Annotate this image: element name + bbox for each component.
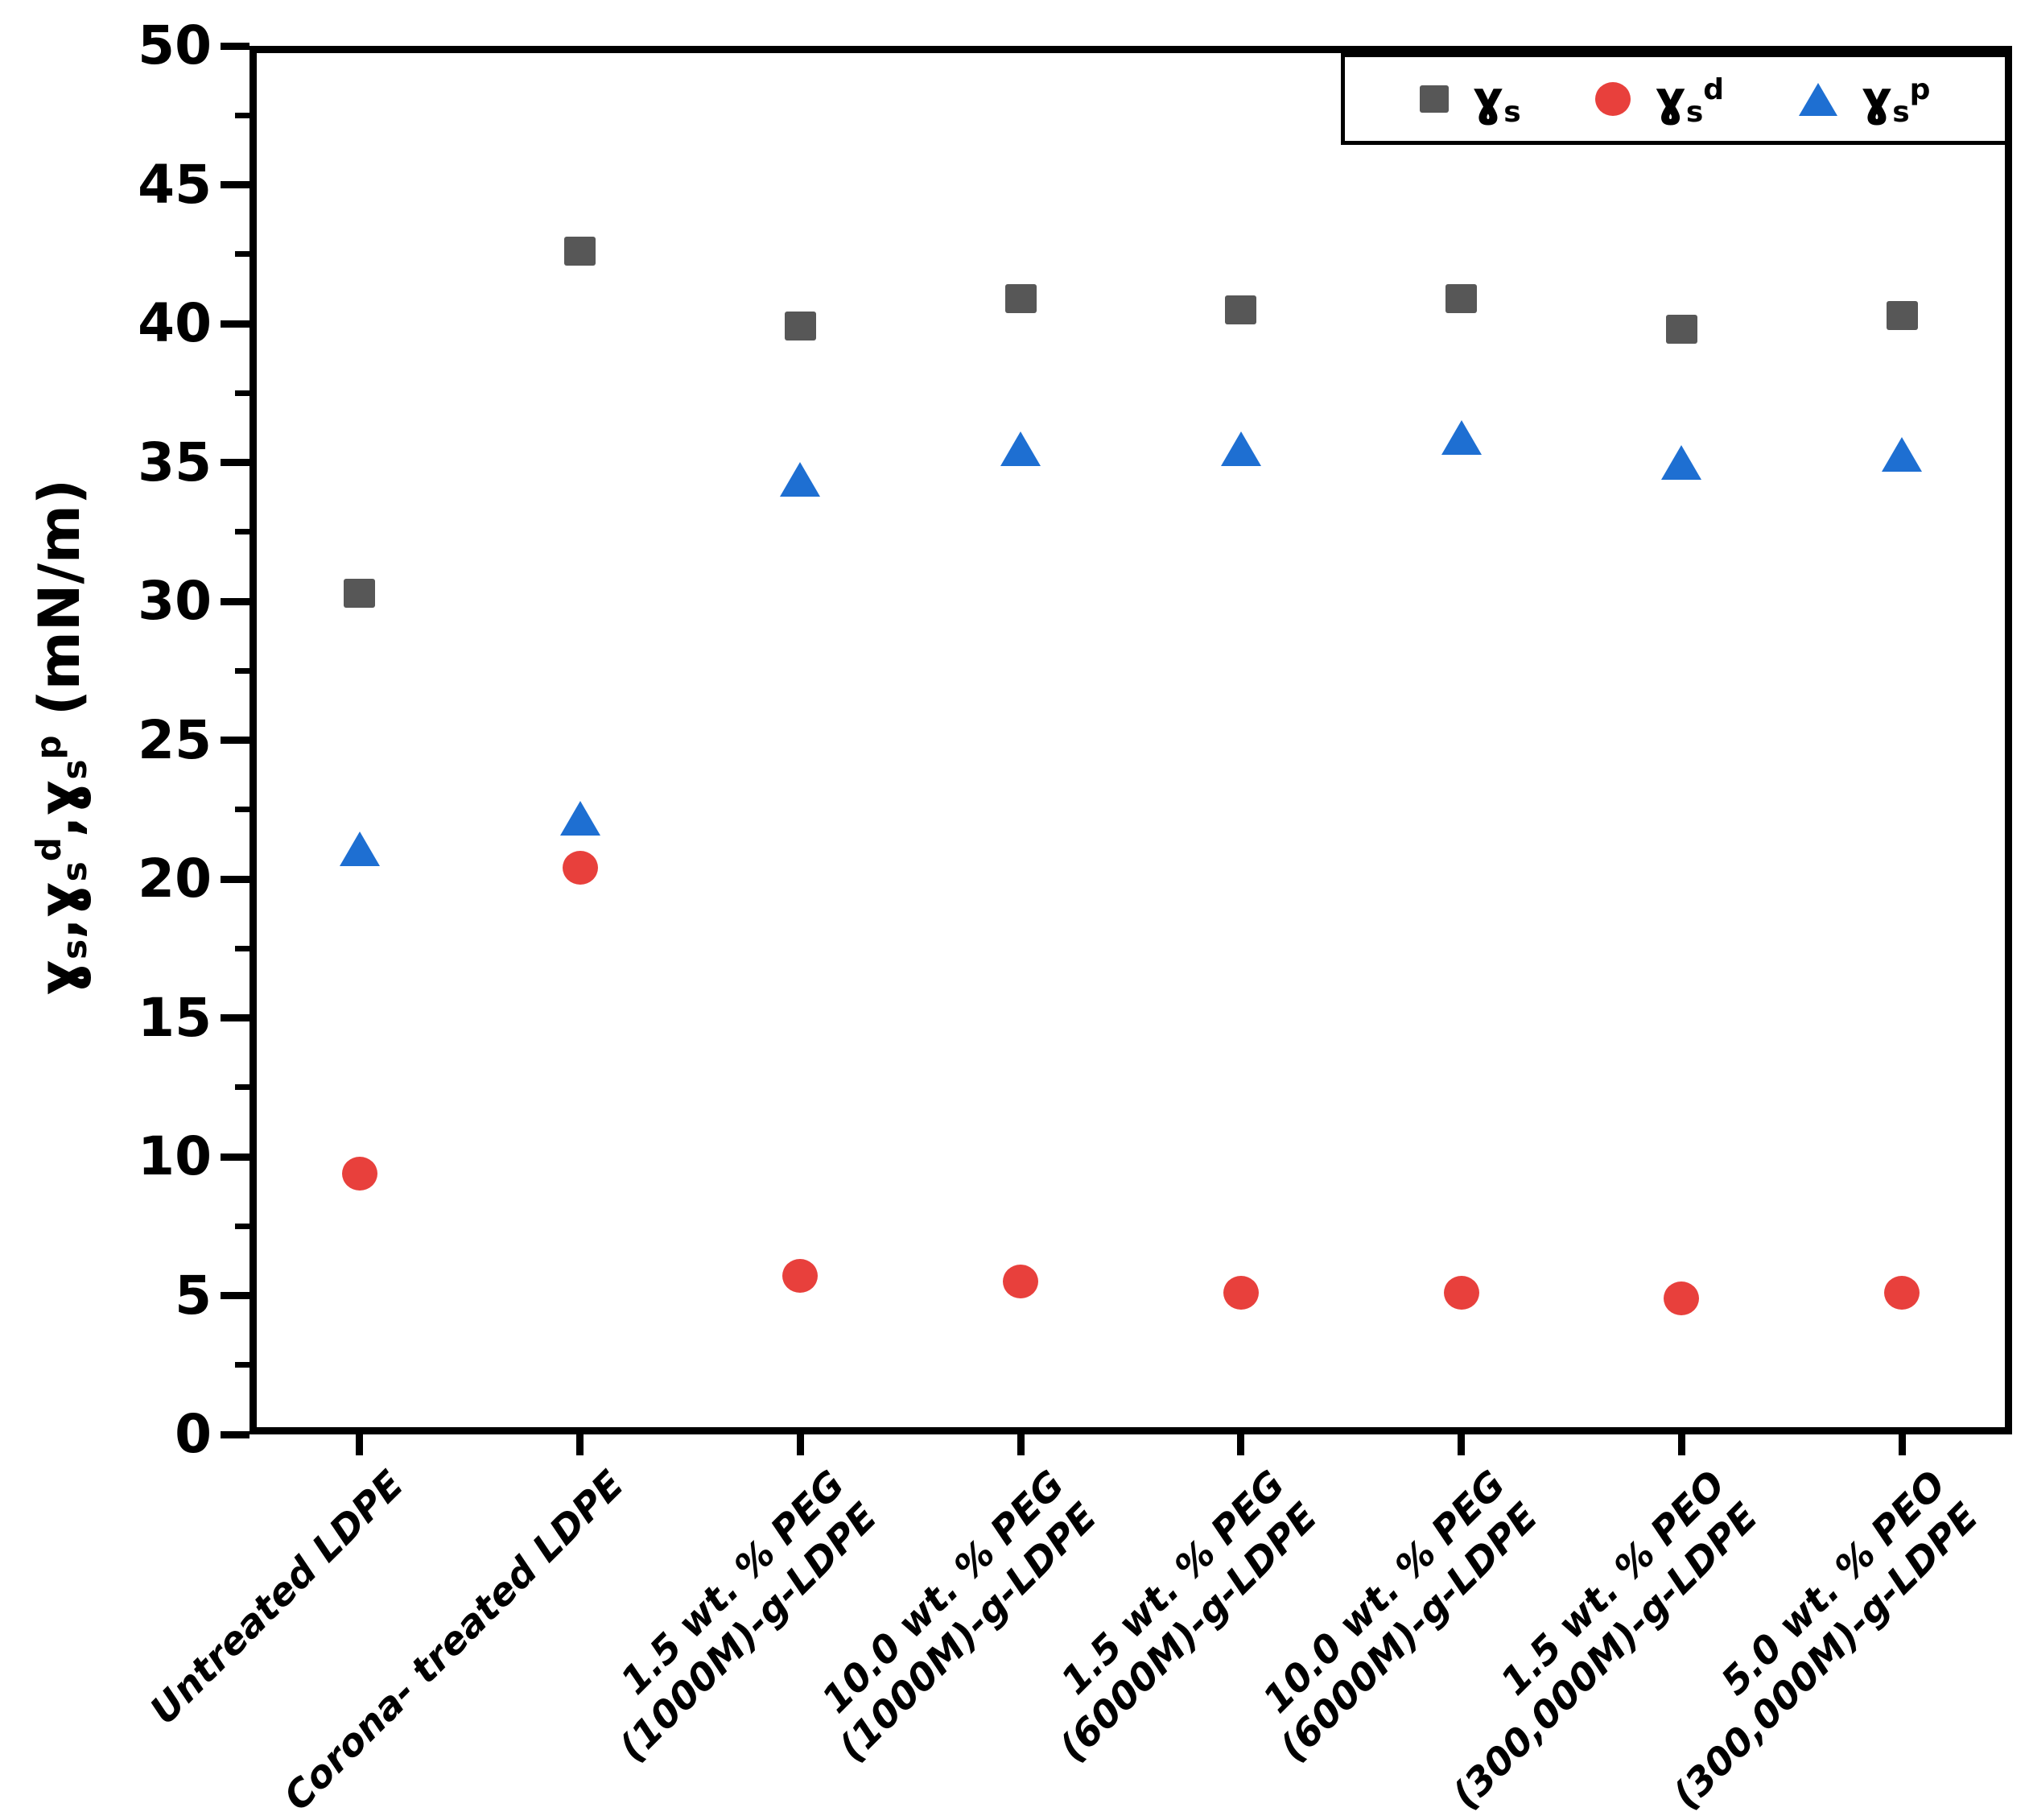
x-category-tick [1017, 1434, 1025, 1455]
y-minor-tick [235, 1084, 250, 1091]
circle-marker [1223, 1276, 1259, 1310]
y-tick-label: 50 [138, 14, 212, 76]
y-tick-label: 20 [138, 848, 212, 910]
y-minor-tick [235, 667, 250, 674]
circle-marker [782, 1259, 819, 1294]
y-major-tick [221, 181, 250, 188]
triangle-marker [559, 800, 600, 836]
triangle-marker [1220, 431, 1261, 466]
triangle-marker [780, 461, 821, 497]
y-major-tick [221, 737, 250, 744]
square-marker [564, 237, 596, 266]
square-marker [1445, 283, 1478, 313]
circle-marker [1664, 1281, 1700, 1315]
square-marker [784, 312, 816, 341]
legend-label: ɣs [1473, 75, 1521, 126]
y-minor-tick [235, 390, 250, 396]
square-marker [344, 578, 376, 608]
legend-label: ɣsd [1655, 75, 1724, 126]
y-minor-tick [235, 251, 250, 258]
legend-label: ɣsp [1862, 75, 1931, 126]
y-tick-label: 25 [138, 708, 212, 771]
legend-triangle-marker [1798, 82, 1837, 116]
y-tick-label: 35 [138, 431, 212, 493]
x-category-tick [576, 1434, 584, 1455]
y-tick-label: 30 [138, 570, 212, 632]
gamma-symbol: ɣs [1472, 71, 1521, 129]
square-marker [1225, 295, 1257, 324]
y-minor-tick [235, 1362, 250, 1368]
legend: ɣs ɣsd ɣsp [1341, 53, 2009, 145]
x-category-tick [796, 1434, 804, 1455]
triangle-marker [1441, 419, 1482, 455]
circle-marker [1443, 1276, 1479, 1310]
y-minor-tick [235, 807, 250, 813]
triangle-marker [1882, 436, 1923, 472]
y-tick-label: 5 [175, 1264, 212, 1327]
y-minor-tick [235, 1223, 250, 1229]
y-major-tick [221, 320, 250, 328]
y-tick-label: 15 [138, 986, 212, 1049]
y-tick-label: 45 [138, 153, 212, 216]
circle-marker [1884, 1276, 1920, 1310]
triangle-marker [1661, 445, 1702, 480]
y-major-tick [221, 1014, 250, 1021]
y-tick-label: 0 [175, 1403, 212, 1465]
y-major-tick [221, 875, 250, 883]
legend-item: ɣsd [1595, 75, 1724, 126]
y-minor-tick [235, 945, 250, 951]
plot-frame [250, 46, 2012, 1434]
legend-item: ɣsp [1798, 75, 1931, 126]
x-category-tick [1898, 1434, 1906, 1455]
x-category-tick [1677, 1434, 1685, 1455]
square-marker [1004, 283, 1037, 313]
triangle-marker [339, 831, 380, 866]
gamma-symbol: ɣsp [1861, 71, 1931, 129]
y-major-tick [221, 459, 250, 466]
y-minor-tick [235, 112, 250, 118]
y-major-tick [221, 1153, 250, 1161]
circle-marker [1003, 1265, 1039, 1299]
y-minor-tick [235, 529, 250, 535]
legend-item: ɣs [1419, 75, 1521, 126]
square-marker [1665, 314, 1697, 344]
y-major-tick [221, 1292, 250, 1299]
x-category-tick [1237, 1434, 1245, 1455]
gamma-symbol: ɣsd [1655, 71, 1725, 129]
circle-marker [562, 851, 598, 885]
y-tick-label: 40 [138, 292, 212, 354]
y-major-tick [221, 1430, 250, 1438]
x-category-tick [356, 1434, 364, 1455]
circle-marker [341, 1156, 377, 1191]
square-marker [1886, 300, 1918, 330]
legend-circle-marker [1595, 82, 1631, 116]
y-major-tick [221, 597, 250, 605]
y-tick-label: 10 [138, 1125, 212, 1187]
y-major-tick [221, 42, 250, 50]
x-category-tick [1458, 1434, 1466, 1455]
triangle-marker [1000, 431, 1041, 466]
legend-square-marker [1419, 85, 1449, 113]
